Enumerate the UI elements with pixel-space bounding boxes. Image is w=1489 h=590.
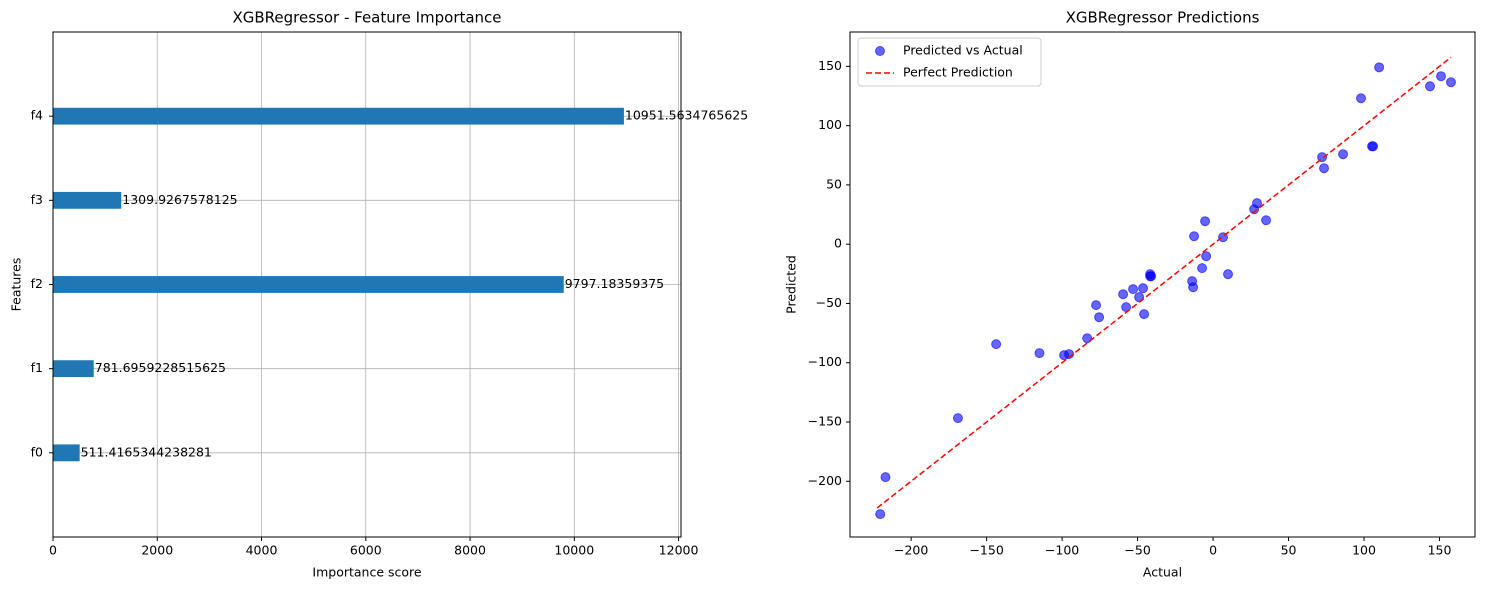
y-tick-label: 50 [826, 176, 842, 191]
x-tick-label: −150 [969, 543, 1003, 558]
x-tick-label: 10000 [554, 543, 594, 558]
y-axis-label: Predicted [784, 255, 799, 314]
y-tick-label: −50 [816, 295, 842, 310]
legend-label: Predicted vs Actual [903, 43, 1023, 58]
x-tick-label: 0 [49, 543, 57, 558]
point [1201, 251, 1212, 262]
point [1188, 282, 1199, 293]
y-axis-label: Features [9, 258, 24, 312]
bar [53, 191, 122, 209]
point [875, 509, 886, 520]
point [1034, 348, 1045, 359]
x-tick-label: 150 [1428, 543, 1452, 558]
point [1425, 81, 1436, 92]
x-tick-label: −50 [1124, 543, 1150, 558]
x-tick-label: 2000 [141, 543, 173, 558]
point [1319, 163, 1330, 174]
point [1200, 216, 1211, 227]
y-tick-label: f3 [31, 192, 43, 207]
point [1252, 198, 1263, 209]
x-tick-label: 100 [1352, 543, 1376, 558]
y-tick-label: f1 [31, 360, 43, 375]
x-tick-label: 50 [1281, 543, 1297, 558]
bar [53, 360, 94, 378]
x-tick-label: 12000 [659, 543, 699, 558]
point [1091, 300, 1102, 311]
point [1338, 149, 1349, 160]
y-tick-label: f4 [31, 108, 43, 123]
y-tick-label: f2 [31, 276, 43, 291]
x-axis-label: Importance score [312, 565, 422, 580]
x-tick-label: −100 [1045, 543, 1079, 558]
point [1261, 215, 1272, 226]
bar [53, 444, 80, 462]
legend-box [857, 37, 1042, 87]
axes-frame [52, 31, 682, 538]
x-tick-label: 8000 [454, 543, 486, 558]
point [1223, 269, 1234, 280]
point [1368, 141, 1379, 152]
chart-title: XGBRegressor Predictions [1066, 9, 1260, 27]
point [880, 472, 891, 483]
point [1138, 283, 1149, 294]
x-tick-label: 0 [1209, 543, 1217, 558]
x-tick-label: 4000 [246, 543, 278, 558]
point [1374, 62, 1385, 73]
bar-value-label: 1309.9267578125 [122, 192, 237, 207]
x-axis-label: Actual [1143, 565, 1182, 580]
chart-title: XGBRegressor - Feature Importance [232, 9, 501, 27]
y-tick-label: 150 [818, 58, 842, 73]
point [1128, 284, 1139, 295]
legend-swatch [875, 46, 885, 56]
y-tick-label: −200 [808, 473, 842, 488]
point [1356, 93, 1367, 104]
point [1445, 77, 1456, 88]
point [1139, 309, 1150, 320]
y-tick-label: f0 [31, 444, 43, 459]
bar-value-label: 781.6959228515625 [95, 360, 226, 375]
point [1118, 289, 1129, 300]
y-tick-label: −150 [808, 414, 842, 429]
axes-frame [849, 31, 1476, 538]
point [991, 339, 1002, 350]
y-tick-label: 0 [834, 236, 842, 251]
point [1436, 71, 1447, 82]
bar-value-label: 9797.18359375 [565, 276, 664, 291]
y-tick-label: −100 [808, 354, 842, 369]
bar-value-label: 511.4165344238281 [81, 444, 212, 459]
bar-value-label: 10951.5634765625 [625, 108, 748, 123]
x-tick-label: 6000 [350, 543, 382, 558]
point [1094, 312, 1105, 323]
point [1197, 263, 1208, 274]
x-tick-label: −200 [894, 543, 928, 558]
bar [53, 276, 564, 293]
legend-label: Perfect Prediction [903, 65, 1013, 80]
line [876, 56, 1452, 509]
point [1145, 271, 1156, 282]
y-tick-label: 100 [818, 117, 842, 132]
bar [53, 107, 624, 125]
point [952, 413, 963, 424]
point [1189, 231, 1200, 242]
